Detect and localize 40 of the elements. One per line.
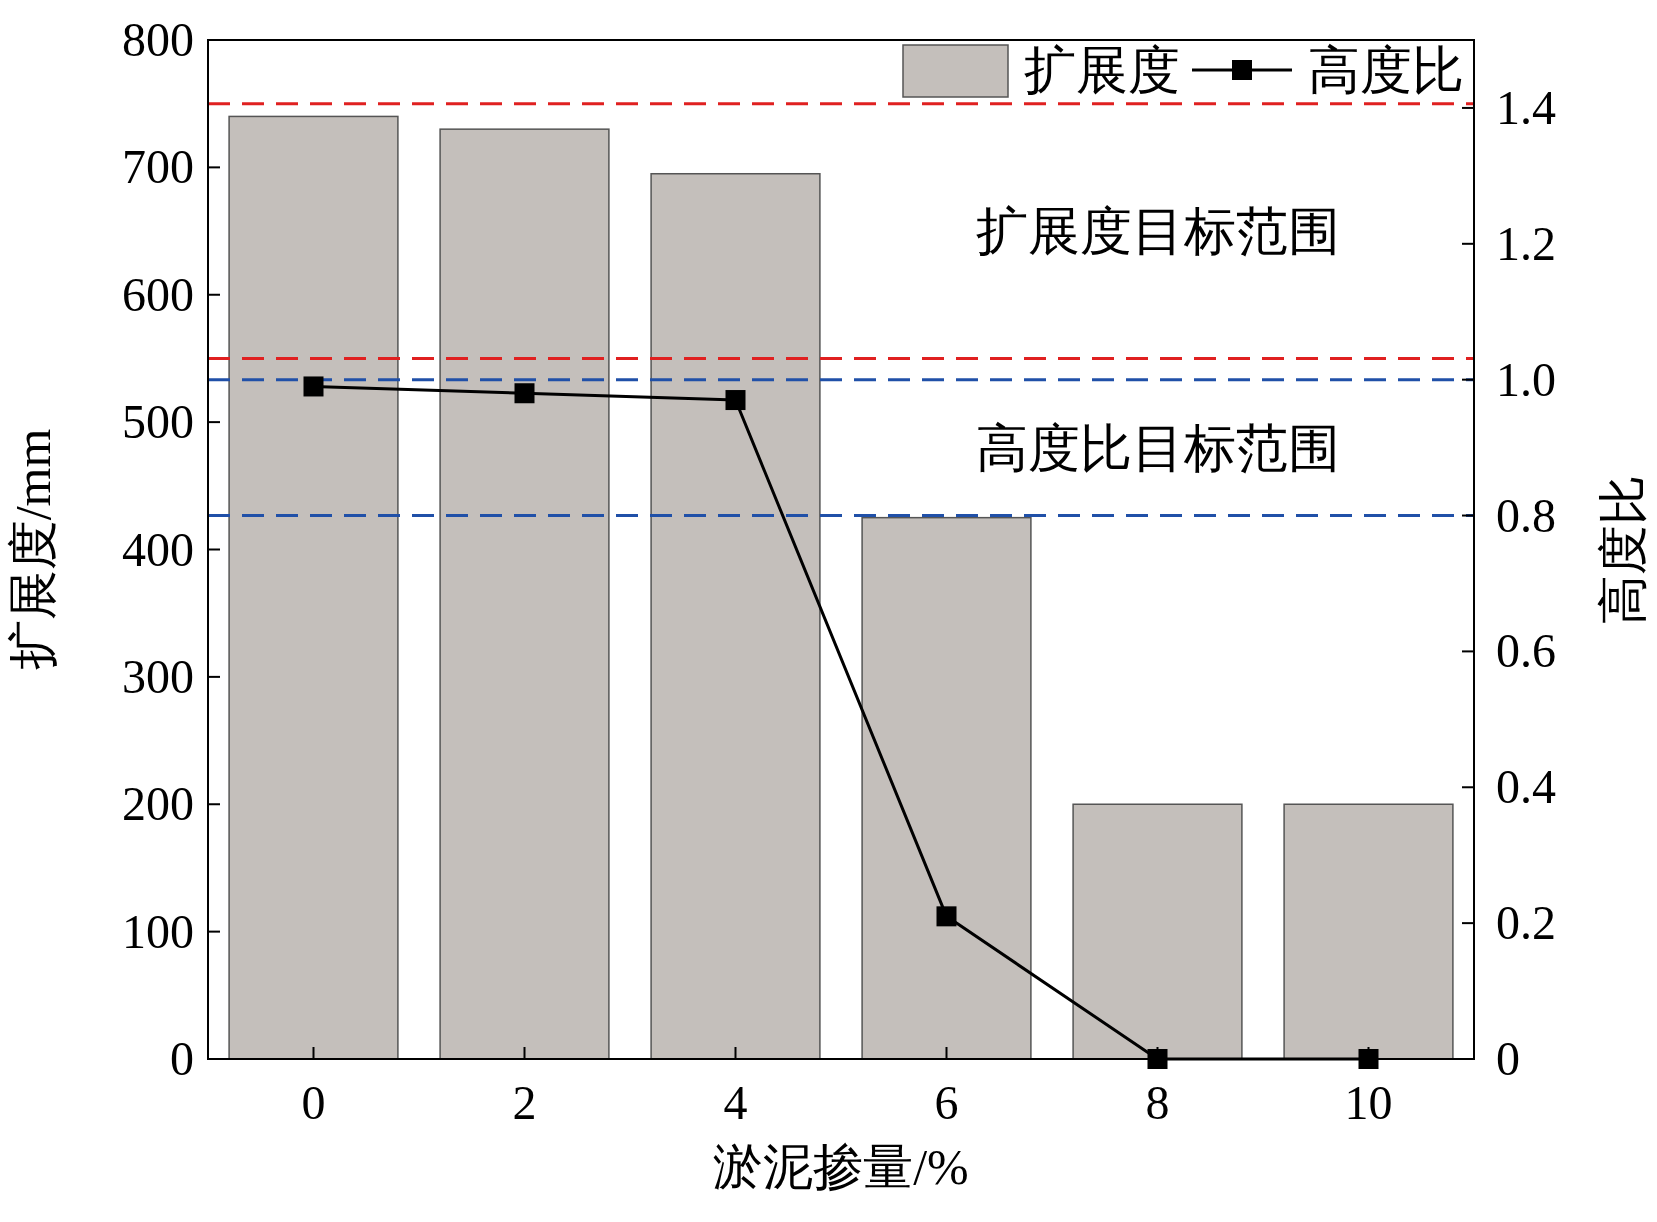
bar	[861, 516, 1032, 1060]
y-tick-label: 200	[122, 777, 194, 831]
point	[514, 383, 535, 404]
y2-tick-label: 1.4	[1496, 80, 1556, 134]
bar	[1072, 803, 1243, 1060]
bar	[1283, 803, 1454, 1060]
y-tick-label: 700	[122, 140, 194, 194]
y-tick-label: 100	[122, 904, 194, 958]
point	[725, 390, 746, 411]
bar	[439, 128, 610, 1060]
legend-label: 扩展度	[1024, 42, 1180, 99]
point	[303, 376, 324, 397]
y-tick-label: 0	[170, 1032, 194, 1085]
legend-label: 高度比	[1308, 42, 1464, 99]
x-tick-label: 0	[301, 1076, 326, 1129]
y-tick-label: 500	[122, 395, 194, 449]
point	[936, 906, 957, 927]
x-tick-label: 4	[723, 1076, 748, 1129]
x-tick-label: 2	[512, 1076, 537, 1129]
y2-tick-label: 0.6	[1496, 624, 1556, 678]
bar	[650, 172, 821, 1060]
y2-tick-label: 1.0	[1496, 352, 1556, 406]
y-tick-label: 300	[122, 649, 194, 703]
y2-tick-label: 0.4	[1496, 760, 1556, 814]
y2-tick-label: 0.2	[1496, 896, 1556, 950]
bar	[228, 115, 399, 1060]
y2-axis-title: 高度比	[1595, 474, 1651, 625]
y-tick-label: 400	[122, 522, 194, 576]
x-tick-label: 8	[1145, 1076, 1170, 1129]
y-axis-title: 扩展度/mm	[5, 428, 61, 671]
x-tick-label: 10	[1344, 1076, 1393, 1129]
annotation: 扩展度目标范围	[975, 203, 1340, 261]
y2-tick-label: 0.8	[1496, 488, 1556, 542]
x-tick-label: 6	[934, 1076, 959, 1129]
y2-tick-label: 0	[1496, 1032, 1520, 1085]
y2-tick-label: 1.2	[1496, 216, 1556, 270]
annotation: 高度比目标范围	[975, 419, 1340, 477]
x-axis-title: 淤泥掺量/%	[713, 1139, 969, 1195]
y-tick-label: 600	[122, 267, 194, 321]
y-tick-label: 800	[122, 13, 194, 66]
